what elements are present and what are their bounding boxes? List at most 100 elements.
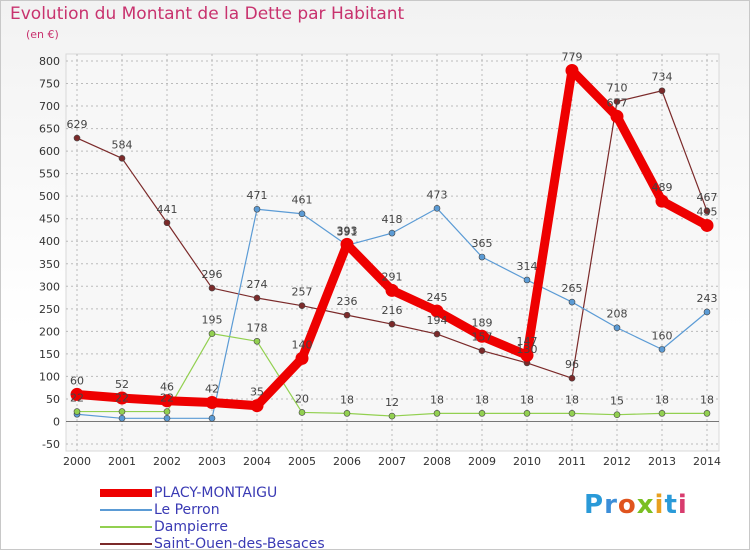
data-label: 710 [607, 82, 628, 95]
data-point [478, 347, 486, 355]
data-label: 157 [472, 331, 493, 344]
data-label: 15 [610, 395, 624, 408]
data-label: 291 [382, 270, 403, 283]
data-point [70, 387, 84, 401]
data-point [73, 408, 81, 415]
data-point [613, 98, 621, 105]
logo-letter: P [584, 490, 605, 520]
data-label: 467 [697, 191, 718, 204]
data-label: 471 [247, 189, 268, 202]
data-point [385, 283, 399, 297]
data-label: 629 [67, 118, 88, 131]
data-point [340, 237, 354, 251]
data-label: 314 [517, 260, 538, 273]
data-point [703, 410, 711, 417]
legend-label-dampierre: Dampierre [154, 518, 228, 535]
data-point [703, 207, 711, 215]
y-tick-label: 50 [46, 393, 60, 406]
data-point [163, 219, 171, 227]
y-tick-label: 100 [39, 370, 60, 383]
data-label: 20 [295, 392, 309, 405]
y-tick-label: 0 [53, 415, 60, 428]
data-point [250, 399, 264, 413]
x-tick-label: 2002 [153, 455, 181, 468]
proxiti-logo: Proxiti [584, 490, 688, 520]
x-tick-label: 2005 [288, 455, 316, 468]
data-point [115, 391, 129, 405]
data-point [253, 205, 261, 213]
legend-label-saint-ouen-des-besaces: Saint-Ouen-des-Besaces [154, 535, 325, 552]
data-label: 441 [157, 203, 178, 216]
logo-letter: r [604, 490, 618, 520]
y-tick-label: 300 [39, 280, 60, 293]
data-point [343, 311, 351, 319]
data-point [433, 410, 441, 417]
data-label: 18 [655, 393, 669, 406]
data-point [433, 205, 441, 212]
data-point [478, 253, 486, 261]
y-tick-label: 150 [39, 348, 60, 361]
data-label: 60 [70, 374, 84, 387]
y-tick-label: 600 [39, 145, 60, 158]
x-tick-label: 2012 [603, 455, 631, 468]
data-point [118, 415, 126, 422]
x-tick-label: 2003 [198, 455, 226, 468]
data-label: 243 [697, 292, 718, 305]
data-point [160, 394, 174, 408]
x-tick-label: 2006 [333, 455, 361, 468]
data-point [388, 412, 396, 420]
x-tick-label: 2011 [558, 455, 586, 468]
data-point [655, 194, 669, 208]
data-point [658, 87, 666, 95]
chart-title: Evolution du Montant de la Dette par Hab… [10, 4, 405, 24]
data-point [388, 229, 396, 237]
y-tick-label: 450 [39, 213, 60, 226]
data-label: 489 [652, 181, 673, 194]
logo-letter: i [654, 490, 665, 520]
data-label: 22 [70, 392, 84, 405]
data-label: 365 [472, 237, 493, 250]
y-tick-label: 800 [39, 55, 60, 68]
data-point [343, 410, 351, 417]
legend-swatch-placy-montaigu [100, 488, 152, 497]
data-label: 677 [607, 96, 628, 109]
data-point [520, 348, 534, 362]
x-tick-label: 2001 [108, 455, 136, 468]
data-label: 265 [562, 282, 583, 295]
data-point [610, 109, 624, 123]
data-point [388, 320, 396, 328]
data-point [568, 374, 576, 382]
data-label: 18 [565, 393, 579, 406]
data-label: 52 [115, 378, 129, 391]
y-tick-label: 200 [39, 325, 60, 338]
legend-label-le-perron: Le Perron [154, 501, 220, 518]
data-point [298, 210, 306, 218]
data-point [568, 410, 576, 417]
data-point [565, 63, 579, 77]
data-label: 18 [430, 393, 444, 406]
y-tick-label: 700 [39, 100, 60, 113]
data-point [658, 346, 666, 353]
data-point [163, 408, 171, 415]
data-label: 96 [565, 358, 579, 371]
data-point [658, 410, 666, 417]
data-point [118, 408, 126, 415]
legend-swatch-le-perron [100, 508, 152, 511]
data-label: 274 [247, 278, 268, 291]
data-label: 393 [337, 224, 358, 237]
chart-legend: PLACY-MONTAIGU Le Perron Dampierre Saint… [100, 484, 325, 552]
data-point [613, 411, 621, 419]
data-label: 18 [475, 393, 489, 406]
data-label: 779 [562, 50, 583, 63]
y-tick-label: 550 [39, 168, 60, 181]
data-point [295, 351, 309, 365]
data-label: 195 [202, 314, 223, 327]
legend-swatch-saint-ouen-des-besaces [100, 542, 152, 545]
chart-unit-label: (en €) [26, 28, 59, 41]
x-tick-label: 2014 [693, 455, 721, 468]
data-label: 418 [382, 213, 403, 226]
x-tick-label: 2013 [648, 455, 676, 468]
data-label: 461 [292, 194, 313, 207]
y-tick-label: 650 [39, 123, 60, 136]
legend-item-placy-montaigu: PLACY-MONTAIGU [100, 484, 325, 501]
